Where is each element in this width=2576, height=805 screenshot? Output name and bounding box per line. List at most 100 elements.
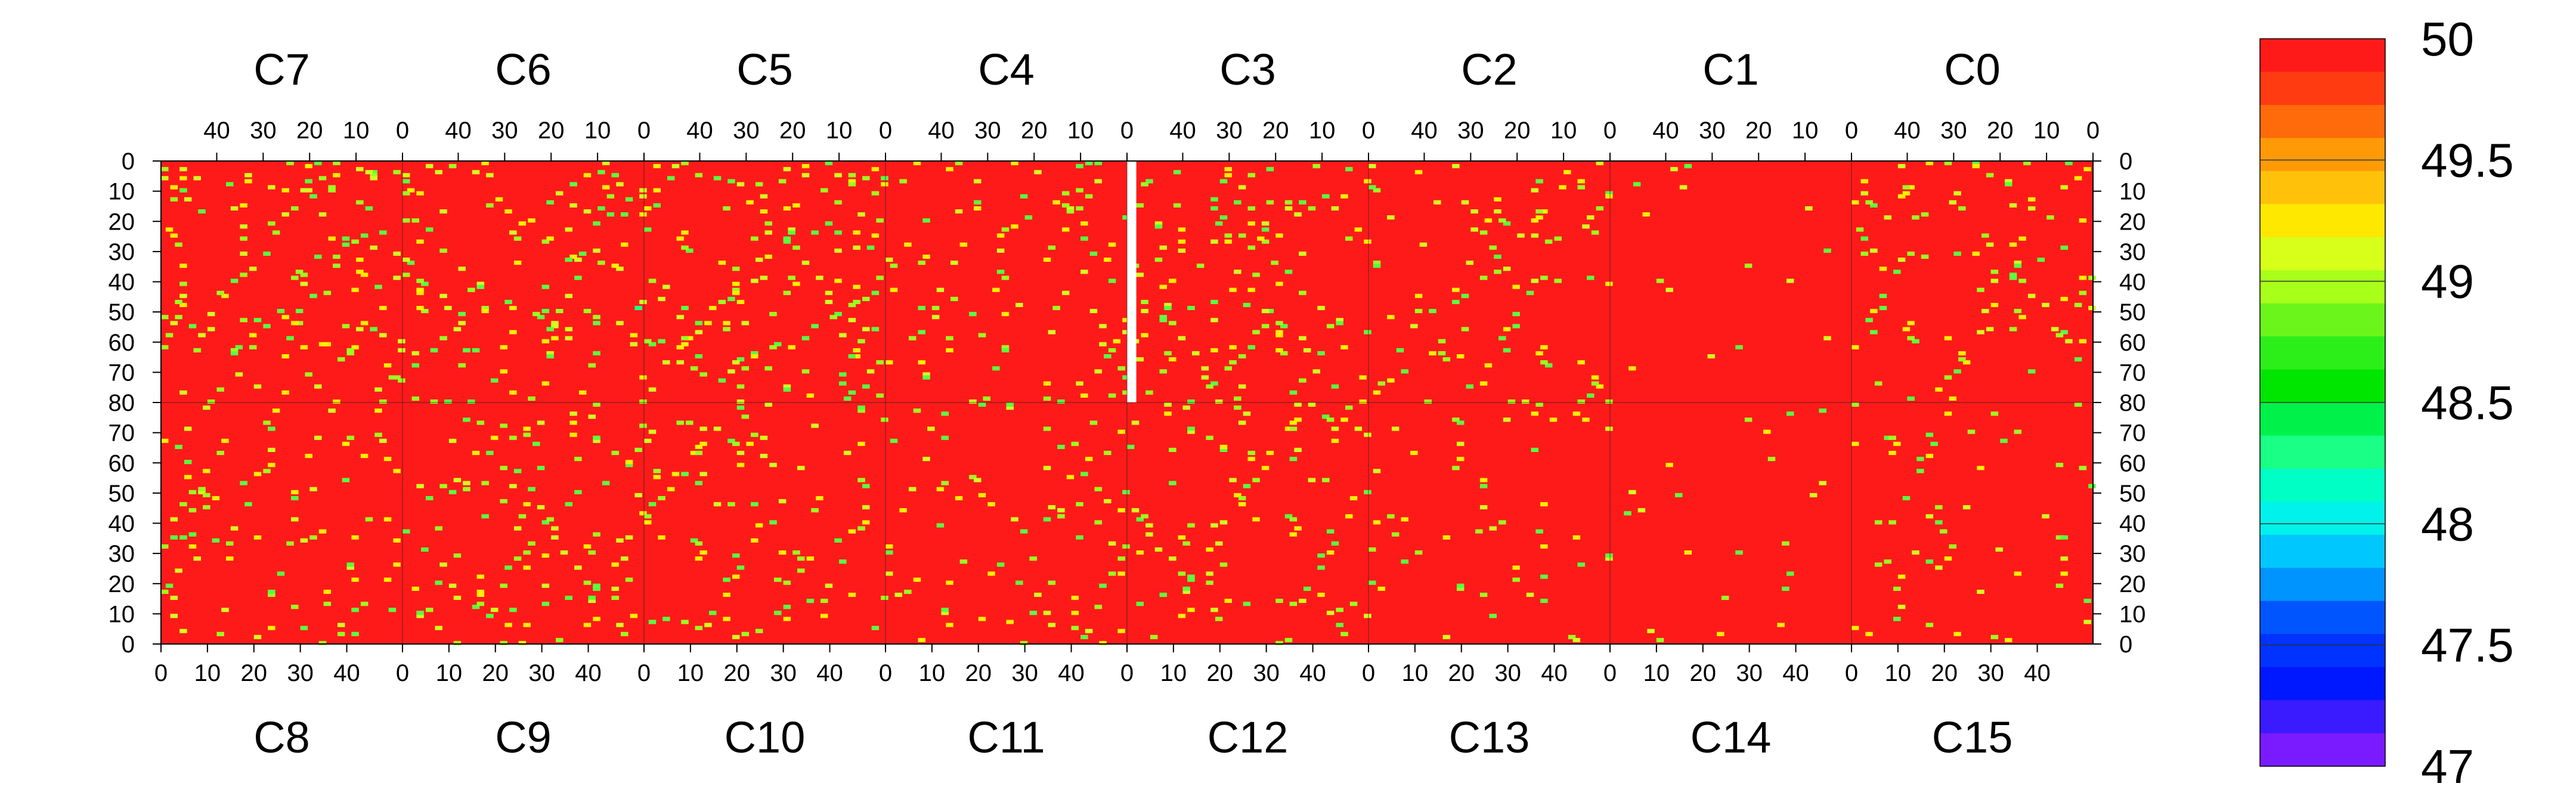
- heatmap-pixel: [1665, 287, 1673, 292]
- heatmap-pixel: [1907, 396, 1915, 401]
- heatmap-pixel: [644, 339, 652, 343]
- heatmap-pixel: [356, 270, 364, 274]
- heatmap-pixel: [616, 321, 624, 326]
- row-tick-label-left: 40: [109, 511, 135, 537]
- heatmap-pixel: [268, 447, 275, 453]
- heatmap-pixel: [1145, 390, 1153, 395]
- heatmap-pixel: [1187, 608, 1195, 612]
- heatmap-pixel: [523, 502, 531, 507]
- heatmap-pixel: [732, 634, 740, 639]
- heatmap-pixel: [337, 623, 345, 627]
- heatmap-pixel: [444, 399, 452, 404]
- heatmap-pixel: [1289, 602, 1298, 606]
- heatmap-pixel: [611, 451, 619, 456]
- heatmap-pixel: [1308, 206, 1316, 211]
- heatmap-pixel: [1312, 164, 1320, 169]
- heatmap-pixel: [379, 333, 387, 338]
- heatmap-pixel: [1131, 420, 1140, 425]
- heatmap-pixel: [1048, 330, 1056, 335]
- heatmap-pixel: [625, 460, 633, 465]
- heatmap-pixel: [1117, 556, 1125, 561]
- heatmap-pixel: [365, 517, 373, 522]
- heatmap-pixel: [1587, 275, 1594, 280]
- row-tick-label-left: 70: [109, 360, 135, 386]
- chip-label-bottom: C8: [253, 713, 310, 762]
- heatmap-pixel: [1215, 617, 1223, 621]
- heatmap-pixel: [1549, 417, 1558, 422]
- heatmap-pixel: [435, 626, 442, 630]
- chip-label-bottom: C11: [967, 713, 1045, 762]
- heatmap-pixel: [686, 248, 693, 253]
- heatmap-pixel: [1990, 411, 1999, 416]
- heatmap-pixel: [1494, 254, 1501, 259]
- heatmap-pixel: [1912, 550, 1919, 555]
- heatmap-pixel: [1238, 502, 1246, 507]
- heatmap-pixel: [1819, 408, 1826, 413]
- heatmap-pixel: [886, 571, 893, 576]
- color-bar-label: 50: [2421, 13, 2474, 66]
- heatmap-pixel: [513, 261, 522, 265]
- heatmap-pixel: [1958, 351, 1966, 356]
- heatmap-pixel: [746, 200, 754, 205]
- heatmap-pixel: [950, 261, 958, 265]
- heatmap-pixel: [170, 517, 178, 522]
- heatmap-pixel: [1577, 179, 1585, 184]
- heatmap-pixel: [1187, 429, 1195, 434]
- color-bar-segment: [2260, 171, 2385, 205]
- heatmap-pixel: [1916, 457, 1924, 462]
- color-bar-label: 48.5: [2421, 376, 2514, 429]
- heatmap-pixel: [690, 451, 698, 456]
- heatmap-pixel: [625, 197, 633, 202]
- heatmap-pixel: [179, 293, 187, 298]
- row-tick-label-right: 10: [2119, 601, 2146, 627]
- heatmap-pixel: [2065, 339, 2073, 343]
- heatmap-pixel: [764, 221, 772, 226]
- heatmap-pixel: [541, 602, 550, 606]
- heatmap-pixel: [2014, 309, 2022, 314]
- bottom-col-tick-label: 10: [1885, 660, 1912, 686]
- heatmap-pixel: [1085, 457, 1093, 462]
- heatmap-pixel: [393, 562, 401, 567]
- row-tick-label-right: 20: [2119, 571, 2146, 597]
- color-bar-segment: [2260, 336, 2385, 370]
- heatmap-pixel: [727, 502, 735, 507]
- heatmap-pixel: [616, 267, 624, 271]
- heatmap-pixel: [671, 472, 680, 476]
- heatmap-pixel: [1001, 312, 1010, 317]
- heatmap-pixel: [188, 324, 197, 329]
- heatmap-pixel: [941, 411, 949, 416]
- heatmap-pixel: [1456, 420, 1465, 425]
- heatmap-pixel: [393, 170, 401, 175]
- color-bar-segment: [2260, 568, 2385, 602]
- heatmap-pixel: [741, 321, 750, 326]
- heatmap-pixel: [1512, 577, 1520, 582]
- heatmap-pixel: [593, 532, 600, 537]
- heatmap-pixel: [398, 378, 405, 383]
- heatmap-pixel: [2009, 275, 2017, 280]
- heatmap-pixel: [1494, 197, 1501, 202]
- heatmap-pixel: [723, 577, 730, 582]
- heatmap-pixel: [1572, 411, 1581, 416]
- heatmap-pixel: [481, 514, 489, 519]
- heatmap-pixel: [235, 345, 243, 349]
- heatmap-pixel: [653, 164, 661, 169]
- heatmap-pixel: [969, 312, 977, 317]
- heatmap-pixel: [1219, 562, 1228, 567]
- heatmap-pixel: [718, 378, 726, 383]
- top-col-tick-label: 0: [637, 117, 651, 144]
- heatmap-pixel: [681, 161, 689, 166]
- heatmap-pixel: [1577, 185, 1585, 190]
- heatmap-pixel: [1061, 191, 1070, 196]
- heatmap-pixel: [1893, 441, 1901, 446]
- heatmap-pixel: [862, 505, 870, 510]
- heatmap-pixel: [458, 312, 466, 317]
- heatmap-pixel: [1284, 514, 1293, 519]
- heatmap-pixel: [829, 315, 837, 320]
- heatmap-pixel: [876, 275, 884, 280]
- heatmap-pixel: [1154, 221, 1163, 226]
- heatmap-pixel: [556, 191, 564, 196]
- heatmap-pixel: [1587, 215, 1594, 220]
- heatmap-pixel: [1531, 411, 1539, 416]
- heatmap-pixel: [216, 451, 224, 456]
